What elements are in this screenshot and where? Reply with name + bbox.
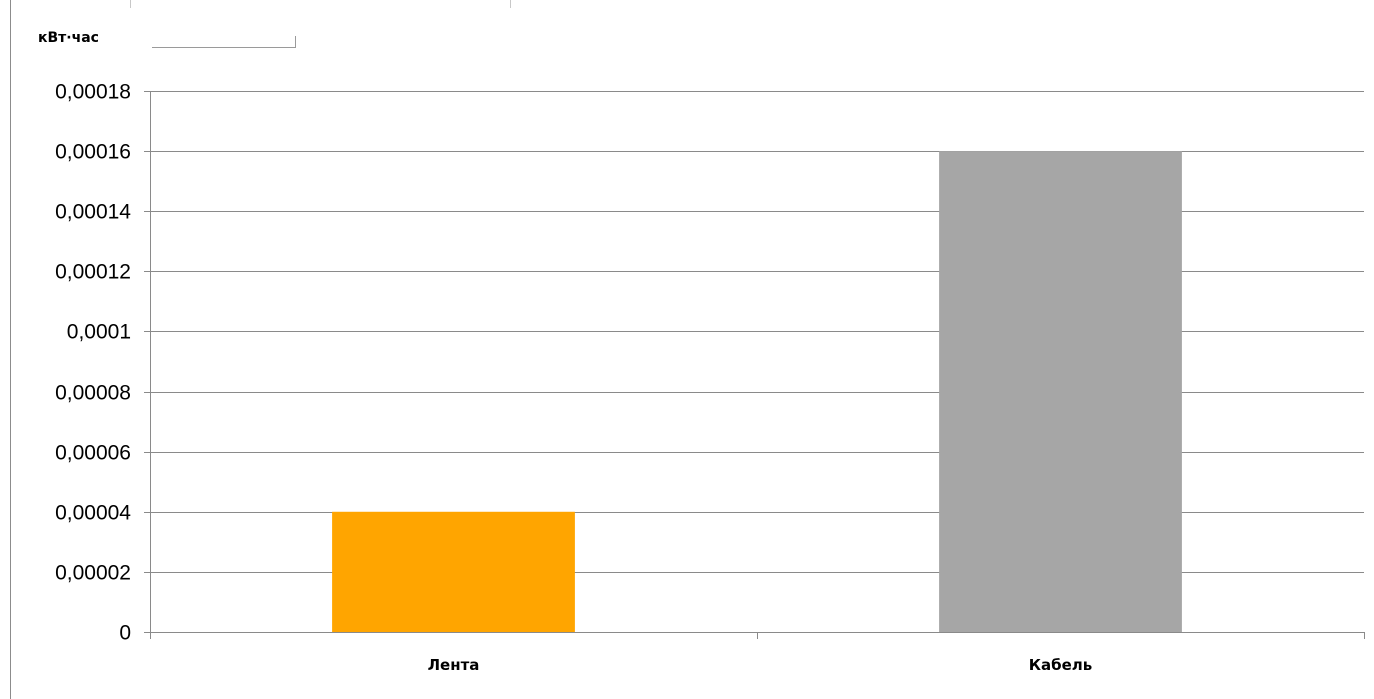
frame-left-border [10,0,11,699]
y-tick-label: 0,00006 [55,442,131,465]
axes [150,91,1365,639]
bar-1 [332,511,575,632]
y-tick-label: 0,00012 [55,261,131,284]
frame-top-mark [130,0,131,8]
y-tick-label: 0,00002 [55,562,131,585]
y-tick-label: 0 [119,622,131,645]
x-tick-labels: Лента Кабель [428,656,1093,674]
y-tick-label: 0,00008 [55,382,131,405]
x-tick-label: Лента [428,656,480,674]
x-tick-label: Кабель [1029,656,1093,674]
bars [332,151,1182,632]
y-tick-label: 0,00016 [55,141,131,164]
y-tick-label: 0,00014 [55,201,131,224]
y-axis-unit-label: кВт·час [38,30,99,46]
frame-top-mark [510,0,511,8]
unit-label-box [152,36,296,48]
y-tick-label: 0,00018 [55,81,131,104]
bar-2 [939,151,1182,632]
y-tick-label: 0,00004 [55,502,131,525]
y-tick-labels: 0 0,00002 0,00004 0,00006 0,00008 0,0001 0,000… [55,81,131,645]
y-tick-label: 0,0001 [67,321,131,344]
